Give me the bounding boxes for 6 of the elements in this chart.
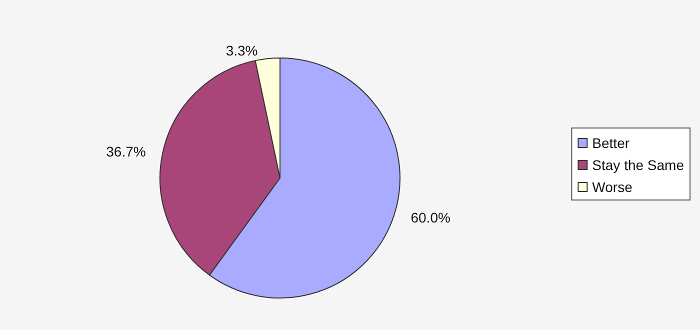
legend-label: Worse [592, 179, 633, 195]
data-label: 60.0% [410, 210, 450, 226]
legend-label: Better [592, 135, 630, 151]
data-label: 3.3% [226, 42, 258, 59]
data-label: 36.7% [106, 143, 146, 160]
legend-label: Stay the Same [592, 157, 684, 173]
